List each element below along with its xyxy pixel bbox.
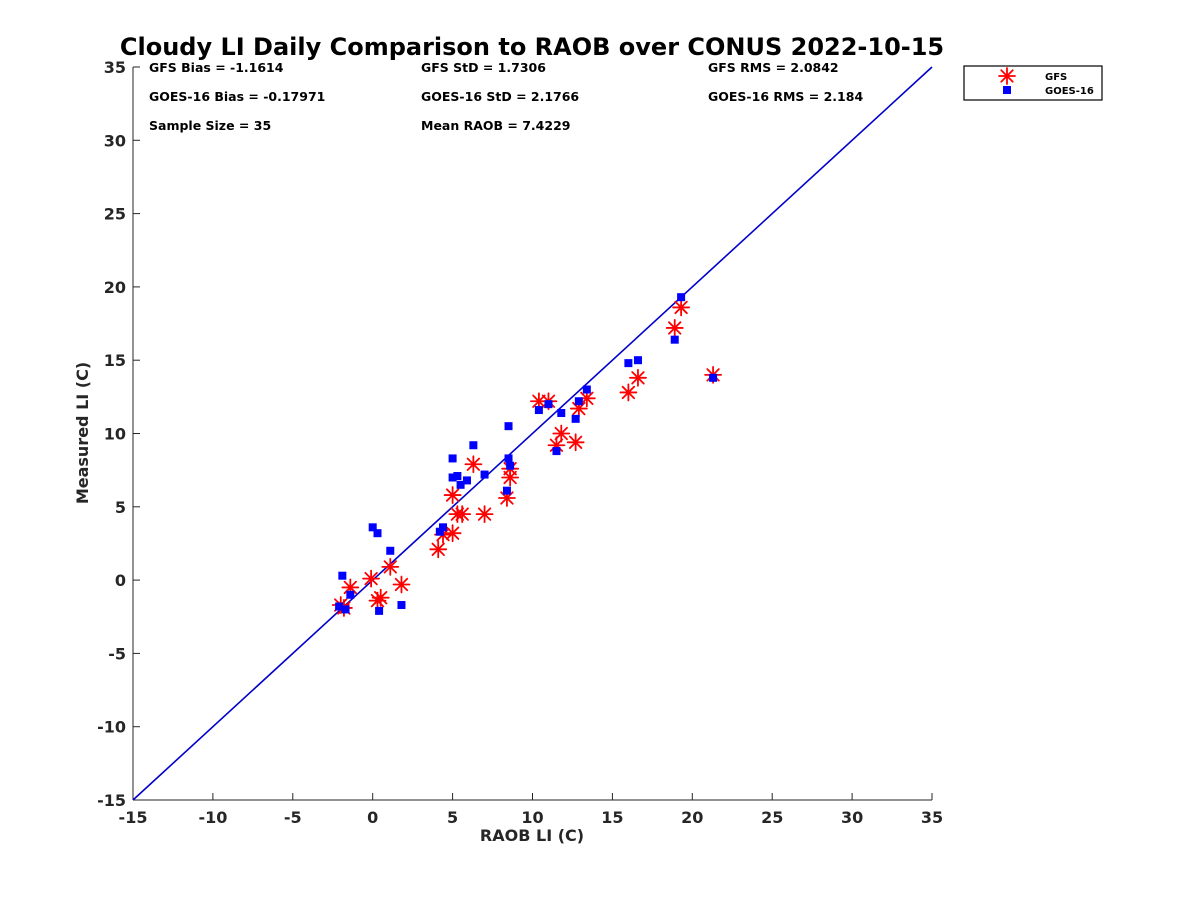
- gfs-point: [381, 558, 400, 576]
- gfs-point: [464, 455, 483, 474]
- goes16-point: [453, 472, 462, 481]
- stat-annotation: GOES-16 RMS = 2.184: [708, 89, 863, 104]
- goes16-point: [709, 373, 718, 382]
- stat-annotation: Sample Size = 35: [149, 118, 271, 133]
- goes16-point: [633, 356, 642, 365]
- y-tick-label: 10: [104, 425, 126, 444]
- goes16-point: [439, 523, 448, 532]
- gfs-point: [672, 298, 691, 317]
- goes16-point: [462, 476, 471, 485]
- y-tick-label: 15: [104, 351, 126, 370]
- x-tick-label: 25: [761, 808, 783, 827]
- series-goes-16: [335, 293, 718, 615]
- goes16-point: [456, 480, 465, 489]
- goes16-point: [574, 397, 583, 406]
- y-tick-label: 5: [115, 498, 126, 517]
- gfs-point: [371, 588, 390, 607]
- goes16-point: [544, 400, 553, 409]
- chart-title: Cloudy LI Daily Comparison to RAOB over …: [120, 33, 944, 61]
- gfs-point: [429, 540, 448, 559]
- gfs-point: [619, 383, 638, 402]
- y-axis-title: Measured LI (C): [73, 362, 92, 504]
- goes16-point: [504, 422, 513, 431]
- gfs-point: [475, 505, 494, 524]
- legend: GFS GOES-16: [963, 65, 1103, 101]
- legend-label: GOES-16: [1045, 86, 1094, 97]
- gfs-point: [566, 433, 585, 452]
- gfs-point: [443, 486, 462, 504]
- x-tick-label: 30: [841, 808, 863, 827]
- stat-annotation: GFS Bias = -1.1614: [149, 60, 284, 75]
- stats-annotations: GFS Bias = -1.1614 GFS StD = 1.7306 GFS RM…: [149, 60, 863, 133]
- x-tick-label: 20: [681, 808, 703, 827]
- x-tick-label: -15: [119, 808, 148, 827]
- y-tick-label: -15: [97, 791, 126, 810]
- y-tick-label: 20: [104, 278, 126, 297]
- gfs-point: [443, 524, 462, 543]
- x-axis-title: RAOB LI (C): [480, 826, 584, 845]
- stat-annotation: GFS StD = 1.7306: [421, 60, 546, 75]
- gfs-point: [629, 368, 647, 387]
- y-tick-label: 30: [104, 131, 126, 150]
- x-tick-label: -10: [198, 808, 227, 827]
- goes16-point: [346, 590, 355, 599]
- goes16-point: [502, 486, 511, 495]
- goes16-point: [375, 606, 384, 615]
- goes16-point: [582, 385, 591, 394]
- stat-annotation: GOES-16 Bias = -0.17971: [149, 89, 325, 104]
- goes16-point: [435, 527, 444, 536]
- goes16-point: [552, 447, 561, 456]
- y-tick-label: -10: [97, 718, 126, 737]
- legend-gfs-marker: [998, 67, 1016, 85]
- goes16-point: [448, 454, 457, 463]
- legend-label: GFS: [1045, 72, 1067, 83]
- stat-annotation: GFS RMS = 2.0842: [708, 60, 839, 75]
- goes16-point: [670, 335, 679, 344]
- y-tick-label: 35: [104, 58, 126, 77]
- goes16-point: [624, 359, 633, 368]
- stat-annotation: Mean RAOB = 7.4229: [421, 118, 570, 133]
- x-tick-label: 15: [601, 808, 623, 827]
- goes16-point: [373, 529, 382, 538]
- goes16-point: [534, 406, 543, 415]
- goes16-point: [338, 571, 347, 580]
- goes16-point: [504, 454, 513, 463]
- gfs-point: [392, 575, 411, 594]
- y-tick-label: 25: [104, 205, 126, 224]
- gfs-point: [453, 505, 472, 524]
- gfs-point: [362, 569, 381, 588]
- gfs-point: [665, 319, 684, 337]
- goes16-point: [368, 523, 377, 532]
- series-gfs: [331, 298, 722, 617]
- goes16-point: [341, 605, 350, 614]
- goes16-point: [571, 414, 580, 423]
- goes16-point: [335, 602, 344, 611]
- goes16-point: [557, 408, 566, 417]
- legend-goes16-marker: [1003, 86, 1011, 94]
- goes16-point: [506, 461, 515, 470]
- goes16-point: [677, 293, 686, 302]
- x-tick-label: 35: [921, 808, 943, 827]
- plot-area: -15 -10 -5 0 5 10 15 20 25 30 35 -15 -10 -5 0 5 10 15 20 25…: [97, 58, 943, 827]
- gfs-point: [552, 424, 571, 443]
- stat-annotation: GOES-16 StD = 2.1766: [421, 89, 579, 104]
- goes16-point: [469, 441, 478, 450]
- y-tick-label: 0: [115, 571, 126, 590]
- goes16-point: [386, 546, 395, 555]
- gfs-point: [529, 392, 548, 411]
- goes16-point: [480, 470, 489, 479]
- x-tick-label: -5: [284, 808, 302, 827]
- x-tick-label: 0: [367, 808, 378, 827]
- legend-box: [963, 65, 1103, 101]
- y-tick-label: -5: [108, 644, 126, 663]
- x-tick-label: 10: [521, 808, 543, 827]
- one-to-one-line: [132, 66, 933, 801]
- goes16-point: [397, 601, 406, 610]
- goes16-point: [448, 473, 457, 482]
- x-tick-label: 5: [447, 808, 458, 827]
